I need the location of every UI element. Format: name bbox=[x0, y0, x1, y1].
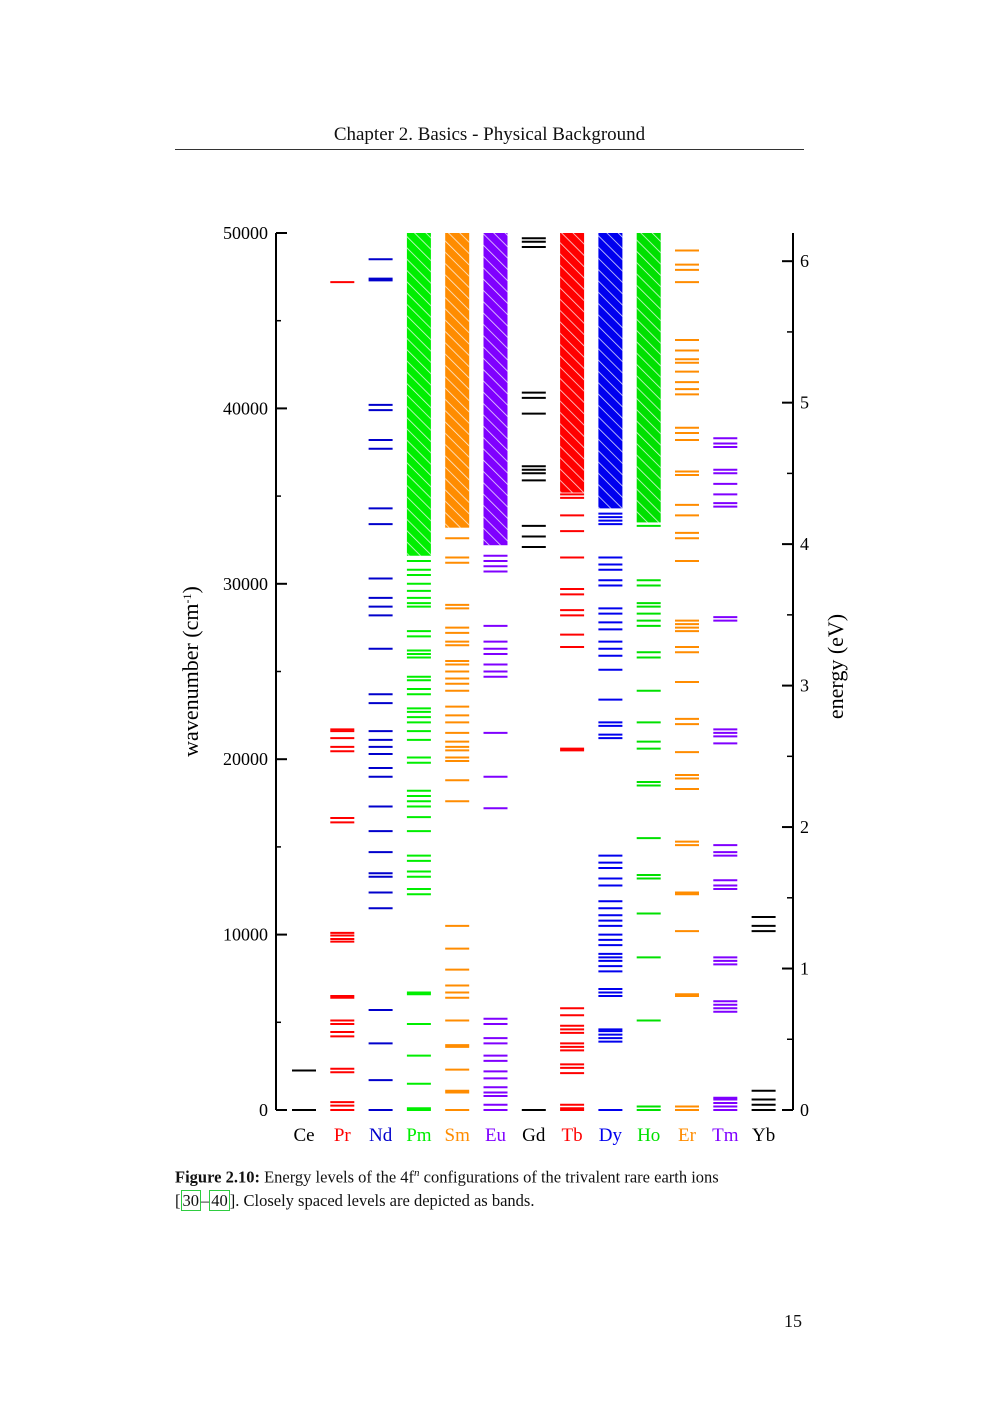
ion-label-sm: Sm bbox=[445, 1125, 471, 1146]
caption-label: Figure 2.10: bbox=[175, 1167, 260, 1187]
left-axis-tick-label: 30000 bbox=[223, 574, 268, 594]
right-axis-tick-label: 2 bbox=[800, 817, 809, 837]
ion-label-gd: Gd bbox=[522, 1125, 546, 1146]
right-axis-title: energy (eV) bbox=[823, 614, 848, 719]
left-axis-tick-label: 0 bbox=[259, 1100, 268, 1120]
band-hatch-ho bbox=[636, 233, 661, 523]
axes-group: 0 10000 20000 30000 40000 50000 wavenumber (cm… bbox=[178, 223, 848, 1120]
caption-superscript: n bbox=[414, 1167, 420, 1179]
band-hatch-eu bbox=[483, 233, 508, 546]
right-axis-tick-label: 5 bbox=[800, 393, 809, 413]
running-head-title: Chapter 2. Basics - Physical Background bbox=[333, 124, 646, 145]
ion-label-er: Er bbox=[678, 1125, 697, 1146]
caption-text-1: Energy levels of the 4f bbox=[259, 1167, 415, 1187]
caption-text-2: configurations of the trivalent rare ear… bbox=[419, 1167, 719, 1187]
band-hatch-pm bbox=[406, 233, 431, 556]
ion-label-tb: Tb bbox=[562, 1125, 583, 1146]
ion-label-ce: Ce bbox=[293, 1125, 314, 1146]
bands-group bbox=[406, 233, 661, 556]
right-axis-tick-label: 4 bbox=[800, 534, 809, 554]
ion-label-tm: Tm bbox=[712, 1125, 739, 1146]
left-axis-tick-label: 20000 bbox=[223, 749, 268, 769]
ion-label-pm: Pm bbox=[406, 1125, 432, 1146]
left-axis-tick-label: 10000 bbox=[223, 925, 268, 945]
ion-label-nd: Nd bbox=[369, 1125, 393, 1146]
left-axis-tick-label: 50000 bbox=[223, 223, 268, 243]
ion-label-eu: Eu bbox=[485, 1125, 507, 1146]
left-axis-tick-label: 40000 bbox=[223, 398, 268, 418]
right-axis-tick-label: 3 bbox=[800, 676, 809, 696]
right-axis-tick-label: 1 bbox=[800, 959, 809, 979]
header-rule bbox=[175, 149, 804, 150]
caption-cite-dash: – bbox=[201, 1190, 210, 1210]
citation-link-40[interactable]: 40 bbox=[209, 1189, 230, 1211]
figure-caption: Figure 2.10: Energy levels of the 4fn co… bbox=[175, 1162, 804, 1212]
citation-link-30[interactable]: 30 bbox=[180, 1189, 201, 1211]
ion-label-yb: Yb bbox=[752, 1125, 775, 1146]
ion-label-dy: Dy bbox=[599, 1125, 623, 1146]
ion-label-ho: Ho bbox=[637, 1125, 660, 1146]
band-hatch-sm bbox=[445, 233, 470, 528]
right-axis-tick-label: 0 bbox=[800, 1100, 809, 1120]
levels-group bbox=[292, 237, 776, 1111]
caption-text-3: . Closely spaced levels are depicted as … bbox=[235, 1190, 535, 1210]
left-axis-title: wavenumber (cm-1) bbox=[178, 586, 203, 757]
ion-labels-group: Ce Pr Nd Pm Sm Eu Gd Tb Dy Ho Er Tm Yb bbox=[293, 1125, 775, 1146]
caption-cite-open: [ bbox=[175, 1190, 181, 1210]
caption-cite-close: ] bbox=[229, 1190, 236, 1210]
page-number: 15 bbox=[784, 1311, 802, 1331]
right-axis-tick-label: 6 bbox=[800, 251, 809, 271]
ion-label-pr: Pr bbox=[334, 1125, 352, 1146]
band-hatch-dy bbox=[598, 233, 623, 509]
band-hatch-tb bbox=[560, 233, 585, 493]
